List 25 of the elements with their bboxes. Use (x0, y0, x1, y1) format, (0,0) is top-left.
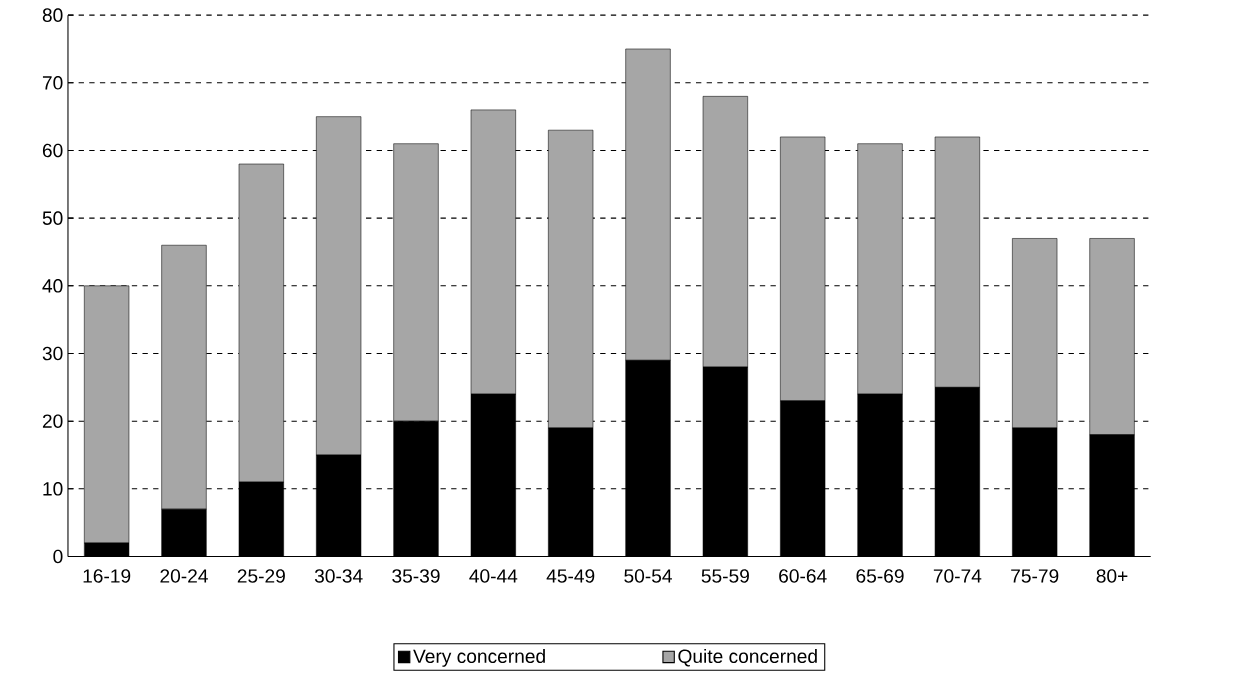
y-tick-label: 30 (42, 346, 63, 361)
y-tick-label: 20 (42, 414, 63, 429)
x-tick-label: 65-69 (856, 569, 904, 583)
x-tick-label: 35-39 (392, 569, 440, 583)
x-tick-label: 80+ (1096, 569, 1128, 583)
x-tick-label: 50-54 (624, 569, 672, 583)
y-tick-label: 0 (53, 549, 63, 564)
x-tick-label: 40-44 (469, 569, 518, 583)
x-tick-label: 75-79 (1011, 569, 1059, 583)
y-tick-label: 70 (42, 76, 63, 90)
legend-label: Very concerned (413, 649, 545, 667)
x-tick-label: 30-34 (314, 569, 363, 583)
x-tick-label: 60-64 (779, 569, 827, 583)
x-tick-label: 25-29 (237, 569, 285, 583)
y-tick-label: 10 (43, 482, 63, 496)
x-tick-label: 45-49 (546, 569, 595, 583)
y-tick-label: 40 (42, 279, 63, 293)
legend-label: Quite concerned (678, 649, 817, 667)
x-tick-label: 20-24 (160, 569, 208, 583)
y-tick-label: 50 (42, 211, 63, 226)
y-tick-label: 60 (42, 143, 63, 158)
x-tick-label: 70-74 (933, 569, 982, 583)
x-tick-label: 16-19 (83, 569, 131, 583)
x-tick-label: 55-59 (701, 569, 749, 583)
y-tick-label: 80 (42, 8, 63, 23)
